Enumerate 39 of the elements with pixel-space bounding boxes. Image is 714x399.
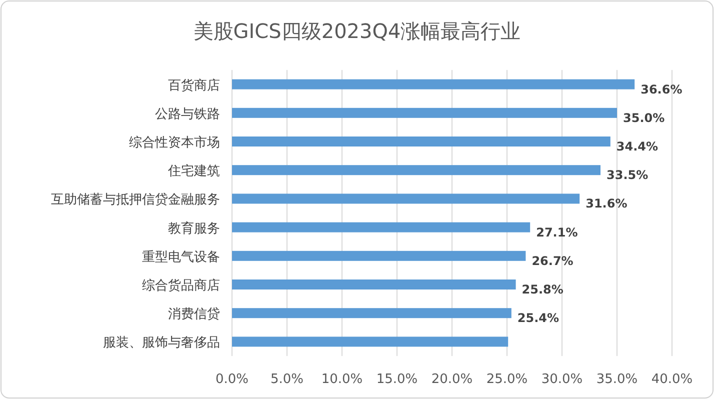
y-tick-label: 重型电气设备 [142, 250, 220, 265]
bar [232, 280, 516, 290]
data-label: 25.8% [522, 282, 564, 296]
chart-title: 美股GICS四级2023Q4涨幅最高行业 [193, 19, 521, 43]
x-tick-label: 0.0% [215, 372, 249, 387]
data-label: 25.4% [517, 311, 560, 326]
bar [232, 222, 530, 232]
x-tick-label: 25.0% [486, 372, 528, 387]
data-label: 27.1% [536, 225, 578, 240]
bar [232, 194, 580, 204]
y-tick-label: 服装、服饰与奢侈品 [103, 336, 220, 351]
bar [232, 165, 600, 176]
y-tick-label: 教育服务 [168, 220, 220, 236]
data-label: 33.5% [606, 168, 648, 182]
y-tick-label: 综合性资本市场 [129, 136, 220, 150]
y-tick-label: 住宅建筑 [167, 163, 220, 180]
data-label: 26.7% [532, 254, 574, 268]
x-tick-label: 30.0% [541, 372, 583, 387]
bar [232, 136, 610, 146]
x-tick-label: 10.0% [321, 372, 363, 387]
x-tick-label: 35.0% [596, 372, 638, 387]
y-tick-label: 百货商店 [168, 77, 220, 94]
bar [232, 108, 617, 118]
data-label: 31.6% [586, 196, 628, 211]
y-tick-label: 综合货品商店 [142, 278, 220, 294]
data-label: 34.4% [616, 140, 658, 154]
bar [232, 336, 508, 347]
bar [232, 250, 526, 261]
x-tick-label: 40.0% [651, 372, 693, 387]
x-tick-label: 15.0% [376, 372, 418, 387]
bar [232, 79, 635, 90]
x-tick-label: 5.0% [270, 372, 304, 387]
x-tick-label: 20.0% [431, 372, 473, 387]
data-label: 35.0% [623, 110, 665, 125]
y-tick-label: 互助储蓄与抵押信贷金融服务 [51, 192, 220, 208]
bar [232, 308, 512, 318]
y-tick-label: 消费信贷 [168, 307, 220, 322]
y-tick-label: 公路与铁路 [155, 106, 220, 122]
data-label: 36.6% [640, 82, 682, 96]
